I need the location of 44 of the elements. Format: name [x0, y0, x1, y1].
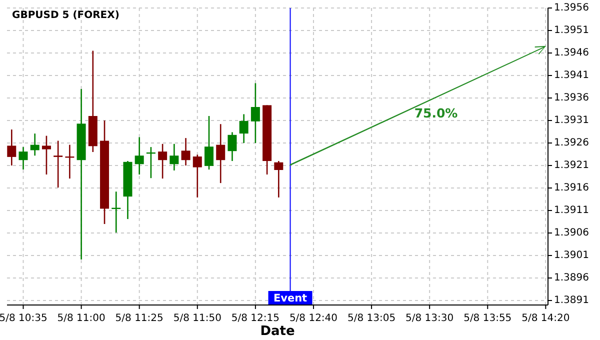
y-tick-label: 1.3901	[554, 250, 589, 262]
ref-line-label: Event	[273, 292, 308, 304]
x-tick-label: 5/8 11:50	[173, 313, 222, 324]
annotation: 75.0%	[414, 105, 458, 120]
candlestick	[170, 143, 179, 172]
y-tick-label: 1.3946	[554, 48, 589, 59]
candlestick	[18, 146, 28, 170]
candlestick	[30, 132, 40, 156]
x-tick-label: 5/8 10:35	[0, 313, 48, 324]
x-tick-label: 5/8 11:25	[115, 313, 164, 324]
candlestick	[134, 136, 144, 176]
x-tick-label: 5/8 14:20	[522, 313, 570, 324]
y-tick-label: 1.3931	[554, 115, 589, 126]
candlestick	[228, 132, 237, 162]
x-tick-label: 5/8 13:05	[347, 313, 396, 324]
y-tick-label: 1.3941	[554, 70, 589, 82]
y-tick-label: 1.3906	[554, 228, 589, 239]
candlestick	[250, 82, 260, 144]
y-tick-label: 1.3891	[554, 295, 589, 306]
candlestick	[42, 135, 51, 176]
candlestick	[204, 115, 214, 170]
x-tick-label: 5/8 13:30	[406, 313, 454, 324]
y-tick-label: 1.3951	[554, 25, 589, 36]
chart-title: GBPUSD 5 (FOREX)	[12, 10, 120, 21]
candlestick	[216, 123, 226, 184]
x-tick-label: 5/8 11:00	[57, 313, 106, 324]
y-tick-label: 1.3926	[554, 138, 589, 149]
x-axis-title: Date	[260, 324, 295, 339]
candlestick	[181, 137, 190, 166]
y-tick-label: 1.3896	[554, 272, 589, 284]
y-tick-label: 1.3911	[554, 205, 589, 216]
candlestick	[192, 154, 202, 198]
candlestick	[239, 114, 248, 144]
y-tick-label: 1.3921	[554, 160, 589, 172]
candlestick	[274, 160, 284, 198]
x-tick-label: 5/8 12:40	[289, 313, 338, 324]
y-tick-label: 1.3956	[554, 2, 589, 14]
y-tick-label: 1.3916	[554, 182, 589, 194]
y-tick-label: 1.3936	[554, 92, 589, 104]
candlestick	[7, 128, 16, 166]
candlestick	[158, 143, 168, 180]
x-tick-label: 5/8 13:55	[464, 313, 512, 324]
x-tick-label: 5/8 12:15	[231, 313, 280, 324]
candlestick	[54, 140, 63, 188]
